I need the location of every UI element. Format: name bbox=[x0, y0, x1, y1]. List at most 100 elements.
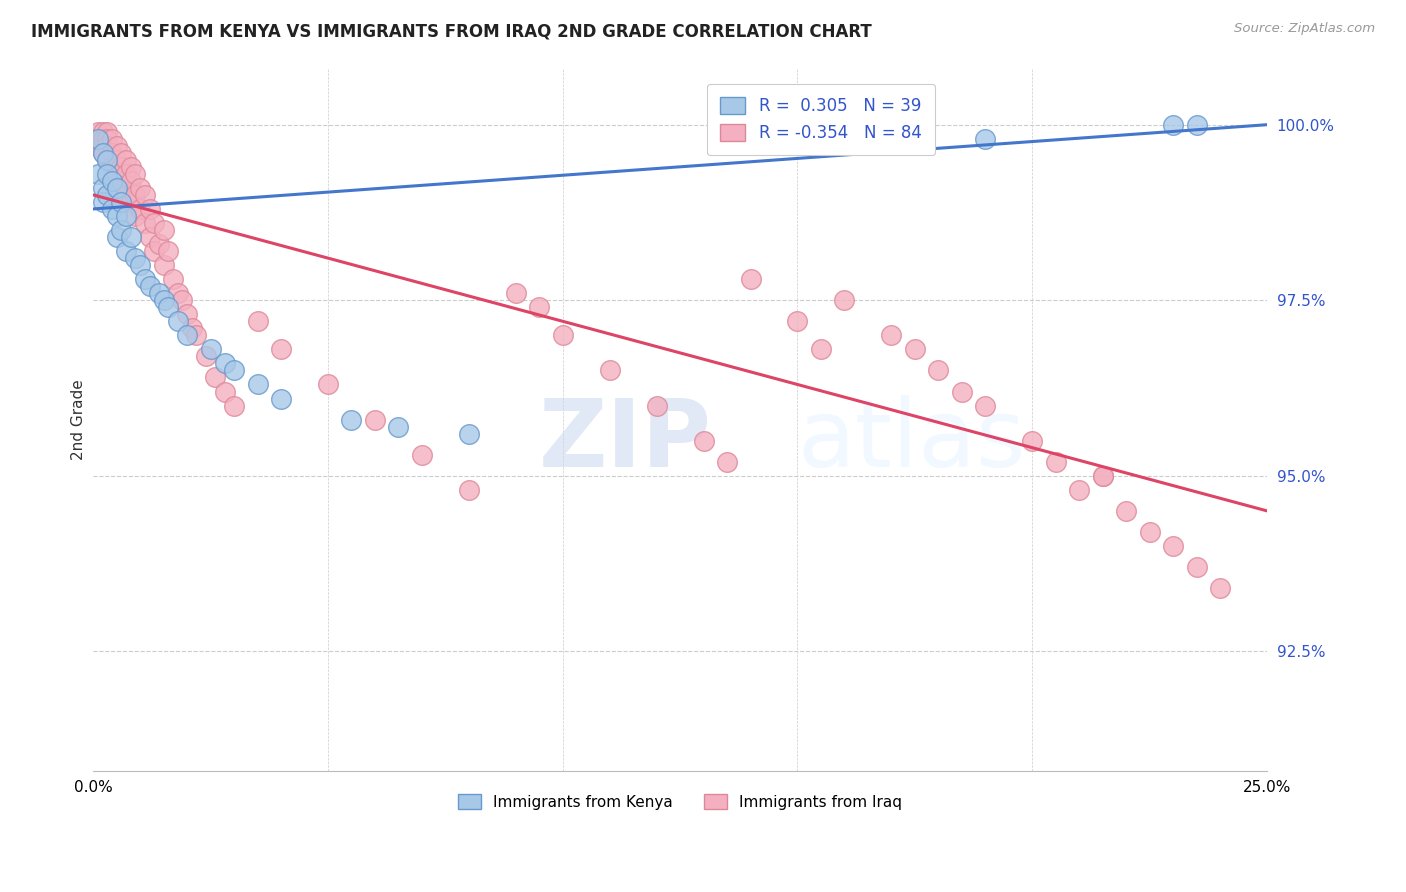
Point bbox=[834, 293, 856, 308]
Point bbox=[645, 399, 668, 413]
Point bbox=[124, 188, 146, 202]
Point bbox=[143, 216, 166, 230]
Point bbox=[91, 194, 114, 209]
Point bbox=[152, 293, 174, 308]
Point bbox=[246, 314, 269, 328]
Point bbox=[927, 363, 949, 377]
Point bbox=[157, 300, 180, 314]
Point bbox=[129, 258, 152, 272]
Point bbox=[505, 286, 527, 301]
Text: IMMIGRANTS FROM KENYA VS IMMIGRANTS FROM IRAQ 2ND GRADE CORRELATION CHART: IMMIGRANTS FROM KENYA VS IMMIGRANTS FROM… bbox=[31, 22, 872, 40]
Point bbox=[180, 321, 202, 335]
Point bbox=[87, 167, 110, 181]
Point bbox=[200, 343, 222, 357]
Point bbox=[105, 181, 128, 195]
Point bbox=[214, 356, 236, 370]
Point bbox=[91, 138, 114, 153]
Point bbox=[716, 455, 738, 469]
Point bbox=[91, 145, 114, 160]
Point bbox=[91, 132, 114, 146]
Point bbox=[1115, 504, 1137, 518]
Point bbox=[96, 153, 118, 167]
Point bbox=[110, 160, 132, 174]
Point bbox=[120, 160, 142, 174]
Point bbox=[1091, 468, 1114, 483]
Point bbox=[157, 244, 180, 258]
Text: atlas: atlas bbox=[797, 394, 1026, 487]
Point bbox=[740, 272, 762, 286]
Point bbox=[101, 160, 124, 174]
Point bbox=[204, 370, 226, 384]
Point bbox=[115, 209, 138, 223]
Point bbox=[1161, 118, 1184, 132]
Point bbox=[105, 167, 128, 181]
Point bbox=[222, 363, 245, 377]
Point bbox=[110, 194, 132, 209]
Point bbox=[166, 314, 188, 328]
Point bbox=[1185, 118, 1208, 132]
Point bbox=[246, 377, 269, 392]
Point bbox=[115, 188, 138, 202]
Point bbox=[105, 153, 128, 167]
Point bbox=[115, 244, 138, 258]
Point bbox=[551, 820, 574, 834]
Point bbox=[105, 181, 128, 195]
Point bbox=[124, 209, 146, 223]
Point bbox=[129, 181, 152, 195]
Point bbox=[172, 293, 194, 308]
Point bbox=[316, 377, 339, 392]
Point bbox=[186, 328, 208, 343]
Point bbox=[152, 223, 174, 237]
Point bbox=[120, 230, 142, 244]
Point bbox=[214, 384, 236, 399]
Point bbox=[692, 434, 714, 448]
Point bbox=[120, 174, 142, 188]
Point bbox=[457, 426, 479, 441]
Point bbox=[101, 145, 124, 160]
Point bbox=[129, 202, 152, 216]
Point bbox=[120, 194, 142, 209]
Point bbox=[904, 343, 927, 357]
Point bbox=[411, 448, 433, 462]
Point bbox=[110, 174, 132, 188]
Point bbox=[87, 138, 110, 153]
Point bbox=[529, 300, 551, 314]
Point bbox=[950, 384, 973, 399]
Point bbox=[176, 328, 198, 343]
Point bbox=[786, 314, 808, 328]
Point bbox=[138, 202, 160, 216]
Point bbox=[599, 363, 621, 377]
Point bbox=[1069, 483, 1091, 497]
Point bbox=[1091, 468, 1114, 483]
Point bbox=[96, 138, 118, 153]
Point bbox=[194, 350, 217, 364]
Point bbox=[101, 132, 124, 146]
Point bbox=[96, 153, 118, 167]
Point bbox=[148, 237, 170, 252]
Point bbox=[551, 328, 574, 343]
Point bbox=[105, 138, 128, 153]
Point bbox=[110, 223, 132, 237]
Point bbox=[138, 230, 160, 244]
Point bbox=[87, 132, 110, 146]
Point bbox=[96, 167, 118, 181]
Point bbox=[974, 132, 997, 146]
Point bbox=[96, 188, 118, 202]
Point bbox=[143, 244, 166, 258]
Text: ZIP: ZIP bbox=[540, 394, 711, 487]
Point bbox=[810, 343, 832, 357]
Point bbox=[457, 483, 479, 497]
Point bbox=[115, 153, 138, 167]
Point bbox=[1021, 434, 1043, 448]
Text: Source: ZipAtlas.com: Source: ZipAtlas.com bbox=[1234, 22, 1375, 36]
Point bbox=[148, 286, 170, 301]
Point bbox=[1045, 455, 1067, 469]
Point bbox=[364, 412, 387, 426]
Point bbox=[1139, 524, 1161, 539]
Point bbox=[91, 125, 114, 139]
Point bbox=[101, 174, 124, 188]
Point bbox=[124, 167, 146, 181]
Point bbox=[166, 286, 188, 301]
Point bbox=[134, 272, 156, 286]
Point bbox=[880, 328, 903, 343]
